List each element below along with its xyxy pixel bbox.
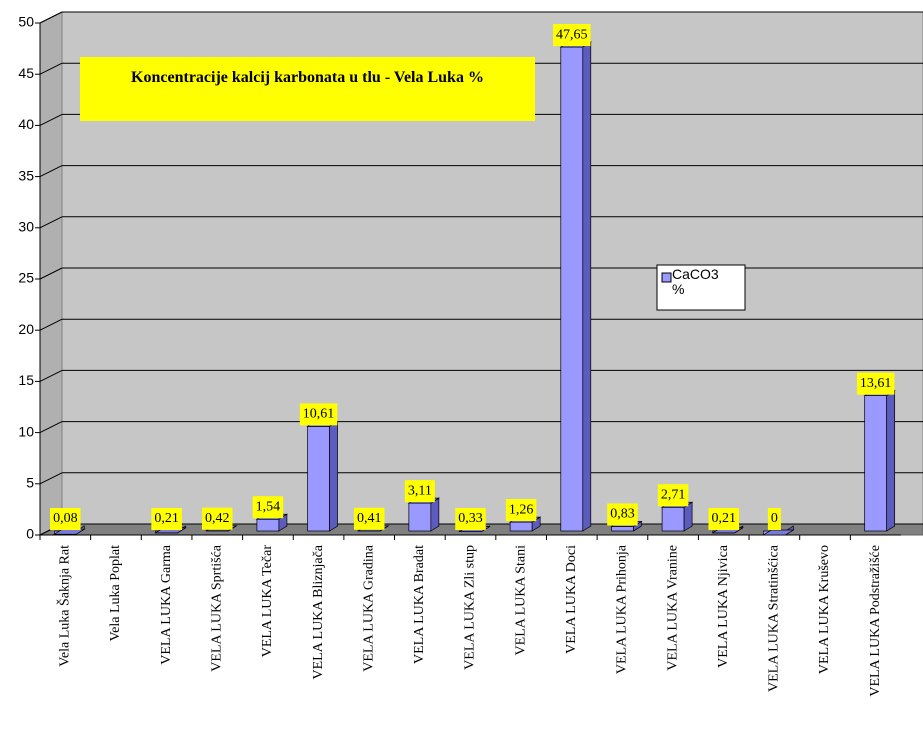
bar-top: [53, 528, 86, 535]
x-tick-label: VELA LUKA Njivica: [716, 544, 731, 668]
x-tick-label: VELA LUKA Bliznjača: [311, 544, 326, 679]
bar: [661, 506, 685, 532]
y-tick-label: 40: [18, 116, 34, 132]
value-label-box: [708, 508, 739, 530]
y-tick-label: 25: [18, 270, 34, 286]
x-tick-label: VELA LUKA Stani: [513, 545, 528, 656]
value-label-box: [553, 24, 591, 47]
grid-line-side: [39, 62, 63, 75]
value-label: 47,65: [556, 27, 588, 42]
x-tick-label: VELA LUKA Podstražišće: [868, 545, 883, 697]
bar: [509, 521, 533, 532]
value-label: 0,42: [205, 511, 230, 526]
legend-box: [656, 264, 746, 311]
grid-line-side: [39, 318, 63, 331]
value-label: 0,83: [610, 507, 635, 522]
value-label-box: [404, 480, 435, 503]
x-tick-label: VELA LUKA Garma: [159, 544, 174, 665]
value-label: 1,54: [256, 499, 281, 514]
y-tick-label: 50: [18, 14, 34, 30]
value-label-box: [455, 508, 486, 530]
x-tick-label: VELA LUKA Sprtišća: [209, 544, 224, 672]
grid-line-side: [39, 165, 63, 178]
x-tick-label: VELA LUKA Kruševo: [817, 545, 832, 674]
x-tick-label: VELA LUKA Zli stup: [463, 545, 478, 670]
legend-label: CaCO3 %: [672, 267, 719, 297]
value-label-box: [252, 496, 284, 519]
bar-side: [582, 41, 592, 532]
bar: [256, 518, 280, 532]
value-label-box: [856, 372, 895, 395]
y-tick-label: 15: [18, 372, 34, 388]
x-tick-label: VELA LUKA Gradina: [361, 544, 376, 672]
x-tick-label: Vela Luka Poplat: [108, 545, 123, 642]
x-tick-label: VELA LUKA Stratinšćica: [767, 544, 782, 692]
grid-line-side: [39, 267, 63, 280]
title-wrap: Koncentracije kalcij karbonata u tlu - V…: [131, 69, 484, 86]
bar-top: [762, 529, 795, 536]
grid-line-side: [39, 216, 63, 229]
title-box: [80, 57, 535, 121]
value-label: 10,61: [303, 407, 335, 422]
bar: [864, 395, 888, 532]
y-tick-label: 5: [26, 475, 34, 491]
value-label: 0: [771, 511, 778, 526]
value-label: 13,61: [860, 376, 892, 391]
value-label: 3,11: [408, 483, 432, 498]
value-label: 2,71: [661, 487, 686, 502]
value-label: 0,41: [357, 511, 382, 526]
value-label-box: [657, 484, 689, 507]
y-tick-label: 30: [18, 219, 34, 235]
value-label-box: [353, 507, 385, 530]
x-tick-label: VELA LUKA Bradat: [412, 545, 427, 664]
grid-line-side: [39, 472, 63, 485]
value-label: 0,21: [154, 511, 179, 526]
grid-line-side: [39, 421, 63, 434]
y-tick-label: 10: [18, 423, 34, 439]
grid-line-side: [39, 11, 63, 24]
bar: [408, 502, 432, 532]
x-tick-label: Vela Luka Šaknja Rat: [56, 545, 73, 667]
value-label: 0,33: [458, 511, 483, 526]
bar-side: [430, 497, 440, 532]
bar: [307, 426, 330, 532]
grid-line-side: [39, 113, 63, 126]
y-tick-label: 20: [18, 321, 34, 337]
x-tick-label: VELA LUKA Prihonja: [615, 544, 630, 674]
value-label-box: [767, 508, 781, 530]
value-label-box: [202, 507, 233, 530]
y-tick-label: 0: [26, 526, 34, 542]
y-tick-label: 45: [18, 65, 34, 81]
value-label-box: [505, 499, 537, 522]
grid-line-side: [39, 369, 63, 382]
x-tick-label: VELA LUKA Vranine: [665, 545, 680, 671]
value-label-box: [151, 508, 182, 530]
x-tick-label: VELA LUKA Tečar: [260, 545, 275, 658]
value-label: 0,08: [53, 511, 78, 526]
value-label: 0,21: [711, 511, 736, 526]
bar-side: [886, 390, 896, 532]
chart-title: Koncentracije kalcij karbonata u tlu - V…: [131, 69, 484, 86]
bar: [560, 46, 584, 532]
bar: [611, 526, 634, 532]
bar-side: [329, 420, 338, 532]
y-tick-label: 35: [18, 167, 34, 183]
value-label-box: [607, 503, 638, 526]
legend-wrap: CaCO3 %: [672, 267, 719, 297]
value-label-box: [50, 508, 81, 530]
legend-swatch: [661, 272, 672, 283]
value-label-box: [299, 403, 338, 426]
x-tick-label: VELA LUKA Doci: [564, 545, 579, 654]
value-label: 1,26: [509, 502, 534, 517]
